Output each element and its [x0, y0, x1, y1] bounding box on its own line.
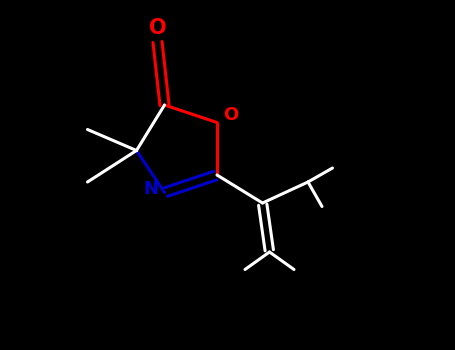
- Text: O: O: [223, 106, 238, 125]
- Text: N: N: [143, 180, 158, 198]
- Text: O: O: [149, 18, 167, 38]
